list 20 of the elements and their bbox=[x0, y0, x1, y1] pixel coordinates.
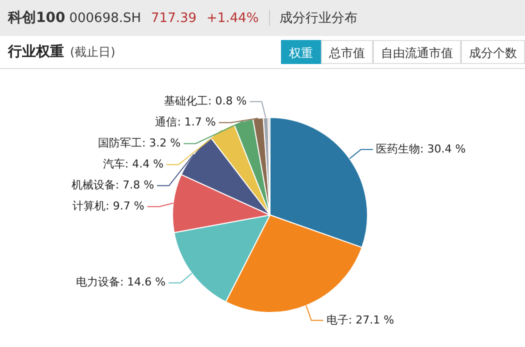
text: 自由流通市值 bbox=[373, 40, 461, 64]
slice-label: 通信: 1.7 % bbox=[155, 115, 216, 128]
text: 总市值 bbox=[321, 40, 373, 64]
text: +1.44% bbox=[206, 10, 259, 26]
slice-label: 汽车: 4.4 % bbox=[102, 157, 164, 170]
text: 成分个数 bbox=[461, 40, 525, 64]
slice-label: 机械设备: 7.8 % bbox=[71, 178, 154, 192]
slice-label: 计算机: 9.7 % bbox=[72, 199, 144, 212]
text: 000698.SH bbox=[69, 10, 142, 26]
slice-label: 电力设备: 14.6 % bbox=[76, 276, 166, 289]
text: 717.39 bbox=[151, 10, 197, 26]
slice-label: 医药生物: 30.4 % bbox=[376, 142, 466, 156]
text: (截止日) bbox=[70, 44, 116, 60]
chart-title: 行业权重 bbox=[8, 43, 64, 61]
text: 成分行业分布 bbox=[280, 10, 358, 27]
text: 科创100 bbox=[8, 9, 66, 27]
text: 权重 bbox=[281, 40, 321, 64]
slice-label: 国防军工: 3.2 % bbox=[98, 136, 181, 150]
slice-label: 电子: 27.1 % bbox=[326, 313, 394, 326]
slice-label: 基础化工: 0.8 % bbox=[164, 94, 247, 108]
